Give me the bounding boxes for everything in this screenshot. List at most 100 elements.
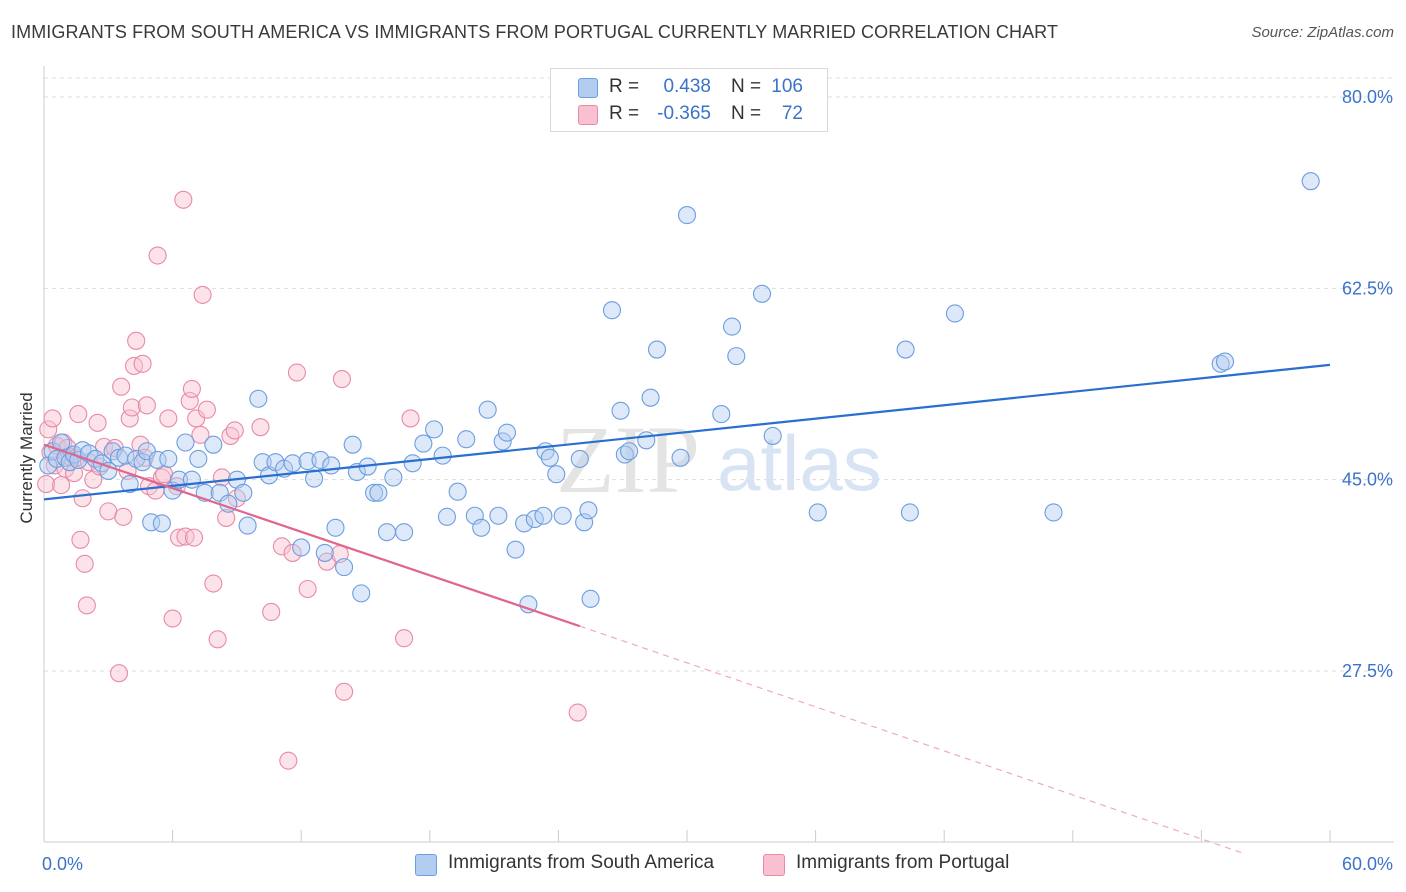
series-portugal-points	[37, 190, 587, 770]
stats-legend: R = 0.438 N = 106 R = -0.365 N = 72	[550, 68, 828, 132]
data-point-south-america	[808, 503, 827, 522]
data-point-south-america	[152, 514, 171, 533]
data-point-portugal	[251, 418, 270, 437]
source-label: Source: ZipAtlas.com	[1251, 24, 1394, 41]
watermark: ZIP atlas	[556, 406, 882, 513]
data-point-south-america	[478, 400, 497, 419]
y-tick-label: 45.0%	[1342, 470, 1393, 490]
trend-line-south-america	[43, 363, 1331, 501]
data-point-south-america	[671, 448, 690, 467]
data-point-south-america	[234, 483, 253, 502]
data-point-south-america	[647, 340, 667, 359]
series-south-america-points	[39, 172, 1320, 614]
data-point-south-america	[437, 507, 456, 526]
data-point-south-america	[204, 435, 223, 454]
data-point-south-america	[99, 461, 118, 480]
data-point-south-america	[493, 432, 512, 451]
data-point-portugal	[279, 751, 298, 770]
legend-row-south-america: R = 0.438 N = 106	[551, 75, 827, 101]
data-point-portugal	[401, 409, 420, 428]
data-point-portugal	[69, 405, 88, 424]
data-point-portugal	[335, 682, 354, 701]
data-point-portugal	[148, 246, 167, 265]
data-point-south-america	[575, 513, 594, 532]
gridlines	[44, 77, 1394, 672]
data-point-portugal	[105, 438, 124, 458]
data-point-portugal	[109, 664, 129, 683]
legend-r-value: 0.438	[663, 76, 711, 97]
data-point-portugal	[159, 409, 178, 428]
data-point-south-america	[377, 523, 396, 542]
data-point-south-america	[602, 301, 622, 320]
data-point-portugal	[568, 703, 587, 722]
legend-swatch-pink	[763, 854, 785, 876]
data-point-portugal	[37, 474, 56, 494]
legend-label: Immigrants from Portugal	[796, 852, 1010, 873]
data-point-south-america	[238, 516, 257, 535]
data-point-portugal	[212, 468, 231, 487]
data-point-south-america	[189, 449, 208, 468]
legend-n-value: 72	[781, 103, 803, 124]
data-point-portugal	[43, 409, 62, 428]
data-point-south-america	[497, 423, 517, 442]
data-point-south-america	[896, 340, 915, 359]
data-point-south-america	[489, 506, 508, 525]
chart-title: IMMIGRANTS FROM SOUTH AMERICA VS IMMIGRA…	[11, 22, 1059, 42]
legend-n-label: N =	[731, 103, 762, 124]
data-point-south-america	[116, 446, 135, 465]
data-point-south-america	[365, 483, 384, 502]
data-point-portugal	[88, 413, 107, 432]
data-point-portugal	[114, 507, 133, 526]
data-point-portugal	[112, 377, 131, 396]
data-point-south-america	[311, 450, 330, 470]
legend-r-label: R =	[609, 76, 640, 97]
data-point-portugal	[225, 421, 244, 440]
legend-r-value: -0.365	[657, 103, 711, 124]
data-point-south-america	[620, 442, 639, 461]
data-point-portugal	[39, 420, 58, 439]
data-point-south-america	[433, 446, 452, 465]
data-point-south-america	[120, 474, 139, 494]
legend-swatch-pink	[578, 105, 598, 125]
data-point-portugal	[77, 596, 96, 615]
data-point-portugal	[71, 530, 90, 549]
legend-swatch-blue	[415, 854, 437, 876]
legend-n-value: 106	[771, 76, 803, 97]
data-point-south-america	[283, 454, 302, 473]
data-point-south-america	[326, 518, 345, 537]
data-point-south-america	[176, 433, 195, 452]
data-point-south-america	[448, 482, 467, 501]
data-point-south-america	[292, 538, 311, 557]
data-point-south-america	[369, 483, 388, 502]
data-point-south-america	[253, 453, 272, 472]
data-point-south-america	[182, 470, 201, 489]
data-point-portugal	[127, 331, 146, 350]
data-point-south-america	[945, 304, 964, 323]
data-point-south-america	[534, 506, 553, 525]
data-point-portugal	[174, 190, 193, 209]
data-point-portugal	[197, 400, 216, 419]
data-point-south-america	[352, 584, 371, 603]
data-point-south-america	[900, 503, 919, 522]
x-tick-label-max: 60.0%	[1342, 854, 1393, 874]
data-point-south-america	[727, 347, 746, 366]
watermark-atlas: atlas	[717, 419, 882, 507]
trend-line-portugal-extension	[579, 625, 1245, 855]
data-point-south-america	[425, 420, 444, 439]
data-point-portugal	[191, 425, 210, 444]
data-point-south-america	[581, 589, 600, 608]
legend-label: Immigrants from South America	[448, 852, 715, 873]
legend-n-label: N =	[731, 76, 762, 97]
data-point-portugal	[99, 502, 118, 521]
data-point-south-america	[298, 452, 317, 471]
data-point-south-america	[712, 405, 731, 424]
data-point-south-america	[249, 389, 268, 408]
y-tick-label: 27.5%	[1342, 661, 1393, 681]
data-point-south-america	[547, 465, 566, 484]
data-point-portugal	[182, 379, 201, 398]
tick-labels: 27.5% 45.0% 62.5% 80.0% 0.0% 60.0%	[42, 87, 1393, 874]
data-point-south-america	[343, 435, 362, 454]
data-point-south-america	[403, 454, 422, 473]
data-point-south-america	[752, 284, 772, 303]
